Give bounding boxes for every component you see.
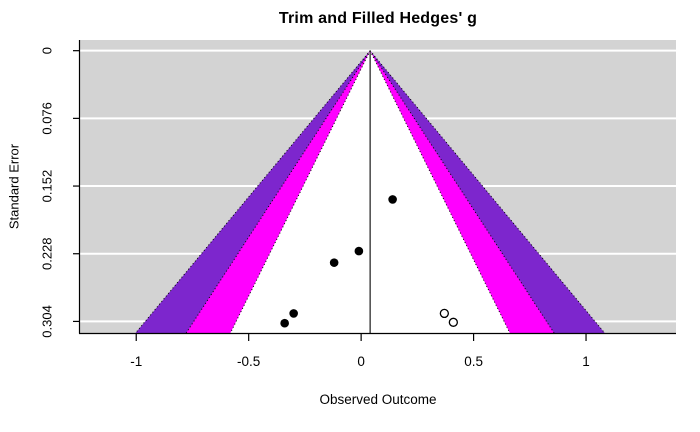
y-tick-label: 0 [39, 47, 54, 54]
99%-contour-edge-left [185, 50, 371, 334]
99%-contour-edge-right [369, 50, 555, 334]
95%-contour-edge-left [229, 50, 371, 334]
data-point-observed [388, 195, 397, 204]
data-point-observed [354, 246, 364, 256]
data-point-observed [280, 318, 289, 328]
data-point-imputed [439, 308, 449, 319]
x-axis-label: Observed Outcome [319, 392, 437, 407]
x-tick-label: 1 [582, 354, 590, 369]
data-point-observed [289, 309, 298, 318]
x-tick-label: 0 [357, 354, 365, 369]
95%-contour-edge-right [369, 50, 511, 334]
y-tick-label: 0.228 [39, 237, 54, 270]
x-tick-label: -0.5 [237, 354, 260, 369]
data-point-imputed [448, 317, 458, 327]
chart-title: Trim and Filled Hedges' g [278, 10, 478, 27]
data-point-observed [329, 258, 339, 267]
y-tick-label: 0.076 [39, 102, 54, 135]
y-tick-label: 0.304 [39, 305, 54, 338]
y-tick-label: 0.152 [39, 170, 54, 203]
x-tick-label: -1 [130, 354, 142, 369]
x-tick-label: 0.5 [464, 354, 483, 369]
